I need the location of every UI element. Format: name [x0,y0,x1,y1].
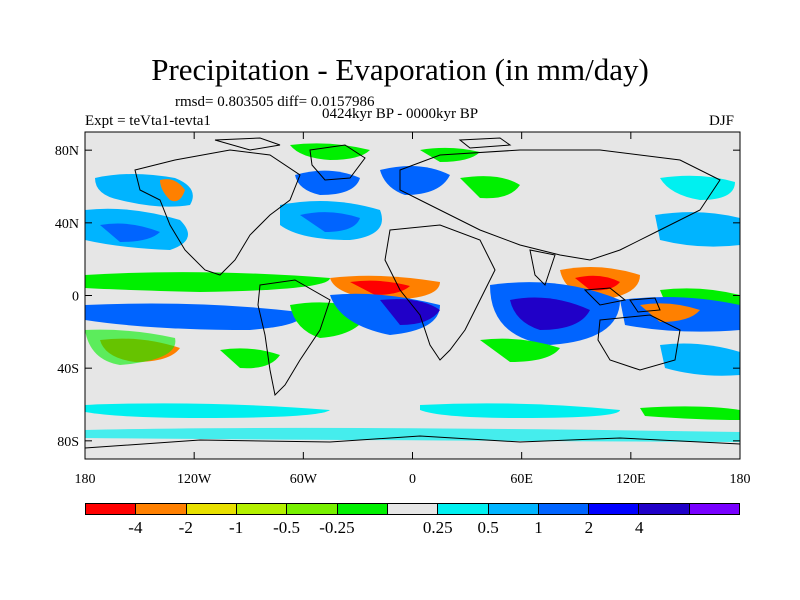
coastlines [84,137,741,449]
x-tick-label: 0 [409,472,416,487]
colorbar-swatch [337,504,388,514]
axis-ticks: 80N 40N 0 40S 80S 180 120W 60W 0 60E 120E 180 [55,132,751,487]
experiment-label: Expt = teVta1-tevta1 [85,113,211,129]
colorbar-swatch [438,504,489,514]
periods-text: 0424kyr BP - 0000kyr BP [322,106,479,122]
colorbar-label: -0.25 [319,518,355,537]
colorbar-swatch [639,504,690,514]
x-tick-label: 60W [290,472,318,487]
y-tick-label: 40N [55,217,79,232]
colorbar-label: -4 [128,518,143,537]
colorbar-label: 2 [584,518,594,537]
y-tick-label: 80N [55,144,79,159]
x-tick-label: 180 [730,472,751,487]
y-tick-label: 80S [57,435,79,450]
colorbar-swatch [86,504,137,514]
colorbar-swatch [287,504,338,514]
colorbar-label: -0.5 [273,518,300,537]
season-label: DJF [709,113,735,129]
colorbar-swatch [488,504,539,514]
colorbar-label: 1 [534,518,543,537]
x-tick-label: 60E [510,472,533,487]
colorbar-label: 0.25 [422,518,453,537]
colorbar-label: 0.5 [477,518,499,537]
colorbar-swatch [538,504,590,514]
anomaly-patches [85,143,740,442]
colorbar-label: -1 [229,518,244,537]
colorbar-swatch [589,504,640,514]
colorbar-swatch [136,504,187,514]
y-tick-label: 0 [72,290,79,305]
x-tick-label: 120W [177,472,212,487]
colorbar [85,503,740,515]
colorbar-label: 4 [634,518,644,537]
colorbar-swatch [387,504,439,514]
y-tick-label: 40S [57,362,79,377]
x-tick-label: 120E [616,472,646,487]
colorbar-swatch [186,504,237,514]
colorbar-swatch [689,504,740,514]
map-frame [84,131,741,460]
x-tick-label: 180 [75,472,96,487]
map-title: Precipitation - Evaporation (in mm/day) [151,52,649,87]
colorbar-swatch [236,504,288,514]
stats-text: rmsd= 0.803505 diff= 0.0157986 [175,94,375,110]
colorbar-label: -2 [178,518,193,537]
